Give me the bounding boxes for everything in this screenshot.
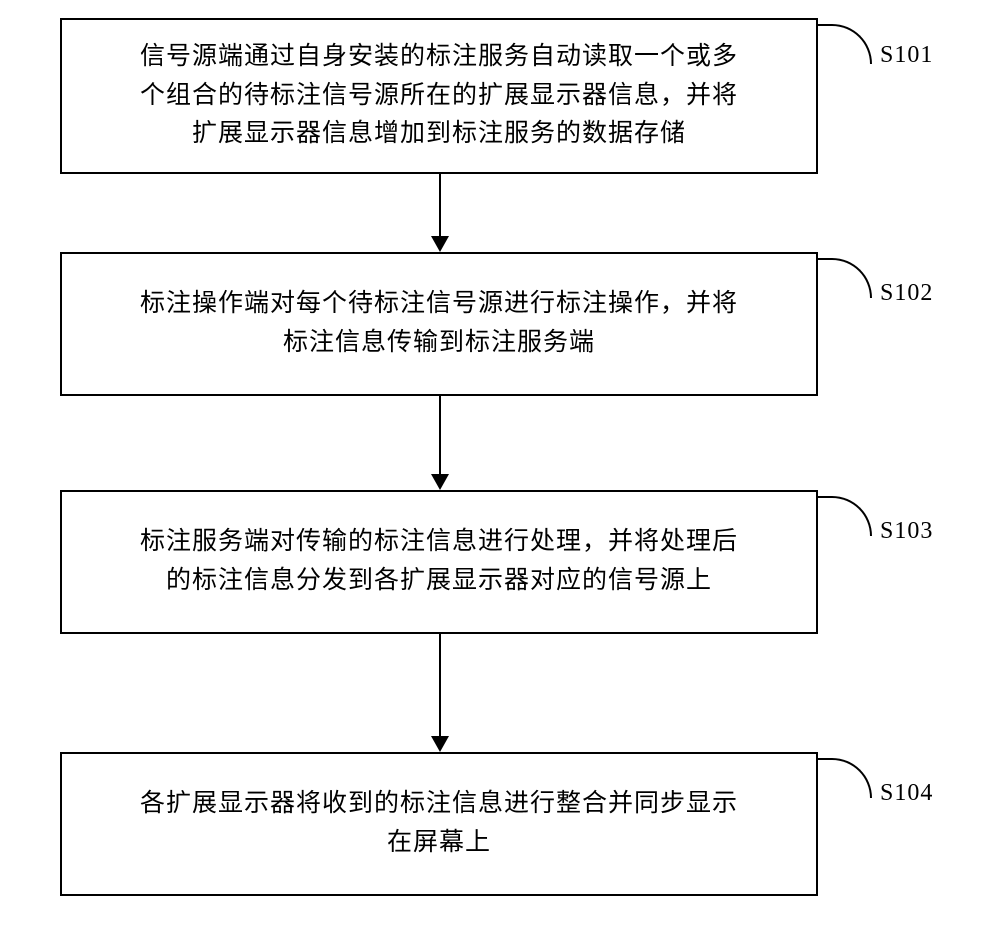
label-connector <box>818 758 872 798</box>
step-text: 标注服务端对传输的标注信息进行处理，并将处理后 的标注信息分发到各扩展显示器对应… <box>140 523 738 601</box>
arrow-head-icon <box>431 736 449 752</box>
step-text: 标注操作端对每个待标注信号源进行标注操作，并将 标注信息传输到标注服务端 <box>140 285 738 363</box>
arrow-head-icon <box>431 236 449 252</box>
step-label-s101: S101 <box>880 42 933 69</box>
label-connector <box>818 24 872 64</box>
arrow-shaft <box>439 174 441 236</box>
step-label-s104: S104 <box>880 780 933 807</box>
label-connector <box>818 496 872 536</box>
step-box-s101: 信号源端通过自身安装的标注服务自动读取一个或多 个组合的待标注信号源所在的扩展显… <box>60 18 818 174</box>
step-label-s103: S103 <box>880 518 933 545</box>
step-box-s102: 标注操作端对每个待标注信号源进行标注操作，并将 标注信息传输到标注服务端 <box>60 252 818 396</box>
arrow-head-icon <box>431 474 449 490</box>
arrow-shaft <box>439 634 441 736</box>
label-connector <box>818 258 872 298</box>
step-box-s104: 各扩展显示器将收到的标注信息进行整合并同步显示 在屏幕上 <box>60 752 818 896</box>
arrow-shaft <box>439 396 441 474</box>
step-box-s103: 标注服务端对传输的标注信息进行处理，并将处理后 的标注信息分发到各扩展显示器对应… <box>60 490 818 634</box>
step-label-s102: S102 <box>880 280 933 307</box>
step-text: 信号源端通过自身安装的标注服务自动读取一个或多 个组合的待标注信号源所在的扩展显… <box>140 38 738 154</box>
step-text: 各扩展显示器将收到的标注信息进行整合并同步显示 在屏幕上 <box>140 785 738 863</box>
